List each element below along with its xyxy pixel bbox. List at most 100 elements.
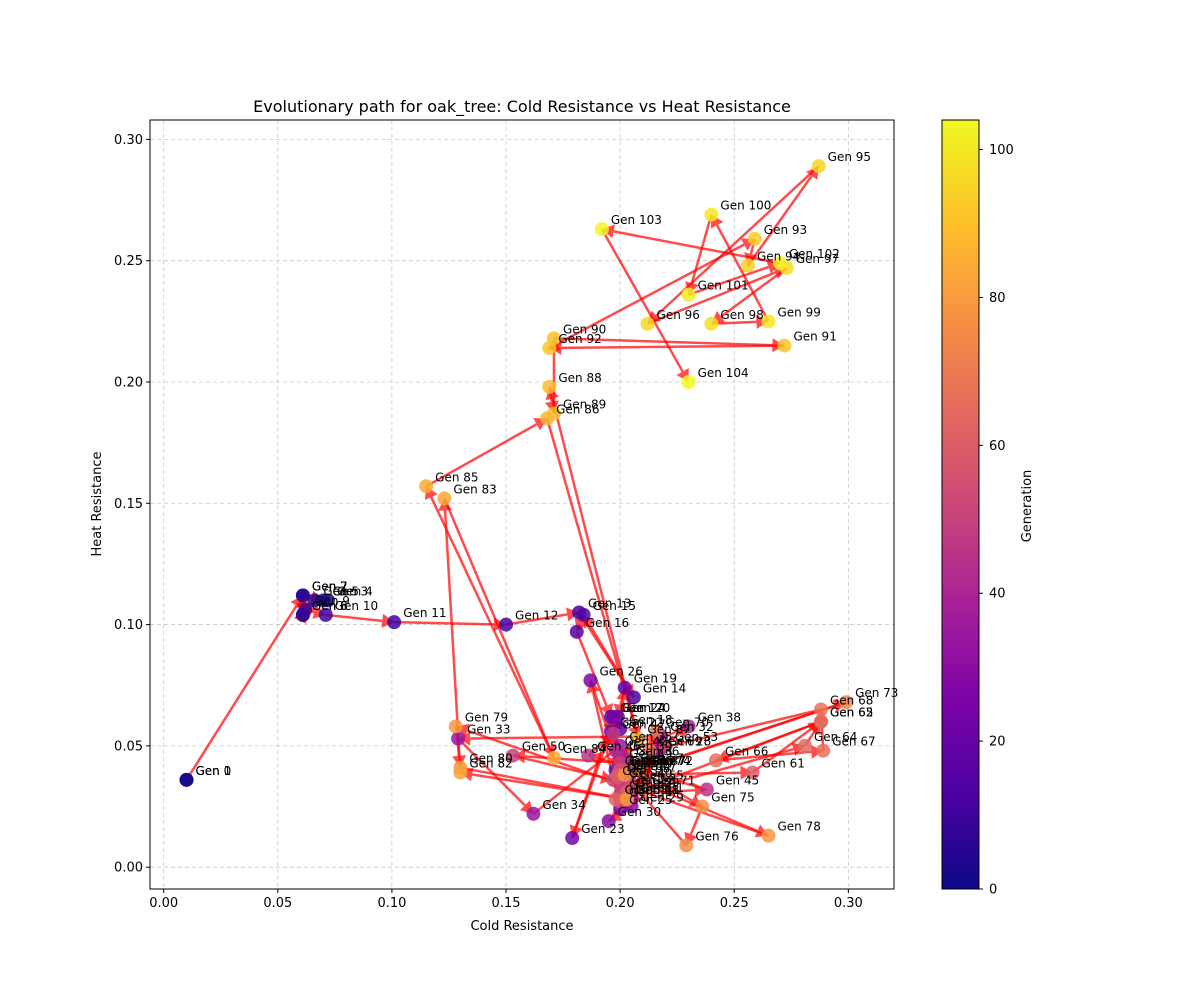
generation-point: [583, 673, 598, 688]
generation-point: [658, 738, 673, 753]
generation-point: [546, 751, 561, 766]
generation-point: [704, 316, 719, 331]
generation-label: Gen 37: [643, 754, 686, 768]
generation-point: [307, 593, 322, 608]
generation-point: [576, 607, 591, 622]
generation-point: [387, 615, 402, 630]
generation-label: Gen 18: [629, 713, 672, 727]
generation-label: Gen 69: [659, 735, 702, 749]
generation-point: [321, 593, 336, 608]
generation-label: Gen 9: [314, 594, 350, 608]
y-tick-label: 0.05: [114, 739, 143, 754]
generation-point: [546, 406, 561, 421]
path-arrow-line: [746, 175, 813, 267]
generation-point: [318, 607, 333, 622]
path-arrow-line: [457, 737, 526, 807]
y-tick-label: 0.10: [114, 618, 143, 633]
generation-point: [601, 814, 616, 829]
y-axis-label: Heat Resistance: [90, 451, 105, 556]
generation-label: Gen 33: [467, 723, 510, 737]
generation-point: [642, 743, 657, 758]
generation-point: [617, 680, 632, 695]
generation-point: [295, 588, 310, 603]
path-arrow-line: [545, 418, 637, 728]
generation-label: Gen 56: [629, 754, 672, 768]
chart-title: Evolutionary path for oak_tree: Cold Res…: [253, 97, 791, 117]
generation-label: Gen 63: [625, 783, 668, 797]
generation-point: [617, 767, 632, 782]
generation-label: Gen 1: [196, 764, 232, 778]
generation-label: Gen 14: [643, 681, 686, 695]
generation-point: [745, 765, 760, 780]
path-arrow-line: [571, 727, 611, 839]
generation-label: Gen 48: [636, 783, 679, 797]
generation-label: Gen 46: [597, 740, 640, 754]
generation-label: Gen 36: [636, 744, 679, 758]
generation-label: Gen 102: [789, 247, 840, 261]
generation-point: [581, 748, 596, 763]
generation-label: Gen 52: [631, 774, 674, 788]
generation-label: Gen 70: [666, 715, 709, 729]
generation-label: Gen 30: [618, 805, 661, 819]
generation-label: Gen 83: [453, 482, 496, 496]
colorbar-gradient: [941, 119, 980, 890]
generation-label: Gen 103: [611, 213, 662, 227]
generation-point: [681, 719, 696, 734]
x-tick-label: 0.00: [149, 896, 178, 911]
generation-label: Gen 24: [622, 701, 665, 715]
generation-label: Gen 77: [634, 759, 677, 773]
path-arrow-line: [715, 224, 770, 322]
generation-point: [695, 799, 710, 814]
generation-label: Gen 85: [435, 470, 478, 484]
generation-point: [499, 617, 514, 632]
path-arrow-line: [561, 344, 785, 350]
path-arrow-line: [425, 423, 538, 488]
x-axis-label: Cold Resistance: [470, 919, 573, 934]
generation-point: [740, 258, 755, 273]
generation-label: Gen 87: [647, 723, 690, 737]
generation-point: [649, 724, 664, 739]
generation-label: Gen 61: [762, 757, 805, 771]
generation-label: Gen 22: [620, 715, 663, 729]
generation-point: [448, 719, 463, 734]
generation-label: Gen 79: [465, 710, 508, 724]
generation-point: [608, 792, 623, 807]
generation-label: Gen 93: [764, 223, 807, 237]
generation-label: Gen 71: [652, 774, 695, 788]
generation-point: [772, 256, 787, 271]
generation-point: [298, 603, 313, 618]
generation-label: Gen 90: [563, 322, 606, 336]
generation-label: Gen 67: [832, 735, 875, 749]
generation-label: Gen 96: [657, 308, 700, 322]
generation-label: Gen 73: [855, 686, 898, 700]
generation-label: Gen 51: [622, 764, 665, 778]
generation-point: [594, 222, 609, 237]
colorbar-ticks: 0 20 40 60 80 100: [979, 143, 1014, 898]
generation-point: [777, 338, 792, 353]
generation-label: Gen 88: [558, 371, 601, 385]
y-tick-label: 0.15: [114, 497, 143, 512]
path-arrow-line: [751, 727, 813, 774]
y-tick-label: 0.25: [114, 254, 143, 269]
generation-point: [631, 763, 646, 778]
path-arrow-line: [443, 497, 551, 748]
generation-label: Gen 23: [581, 822, 624, 836]
generation-point: [797, 738, 812, 753]
generation-label: Gen 80: [469, 752, 512, 766]
generation-label: Gen 49: [629, 747, 672, 761]
generation-point: [606, 709, 621, 724]
generation-label: Gen 5: [323, 584, 359, 598]
generation-label: Gen 101: [698, 279, 749, 293]
generation-label: Gen 34: [542, 798, 585, 812]
path-arrow-line: [637, 769, 693, 802]
generation-point: [626, 690, 641, 705]
y-tick-label: 0.30: [114, 133, 143, 148]
generation-label: Gen 12: [515, 609, 558, 623]
colorbar: 0 20 40 60 80 100 Generation: [941, 119, 1035, 898]
generation-label: Gen 27: [631, 757, 674, 771]
y-tick-label: 0.20: [114, 375, 143, 390]
generation-label: Gen 64: [814, 730, 857, 744]
x-tick-label: 0.25: [720, 896, 749, 911]
generation-label: Gen 20: [627, 701, 670, 715]
